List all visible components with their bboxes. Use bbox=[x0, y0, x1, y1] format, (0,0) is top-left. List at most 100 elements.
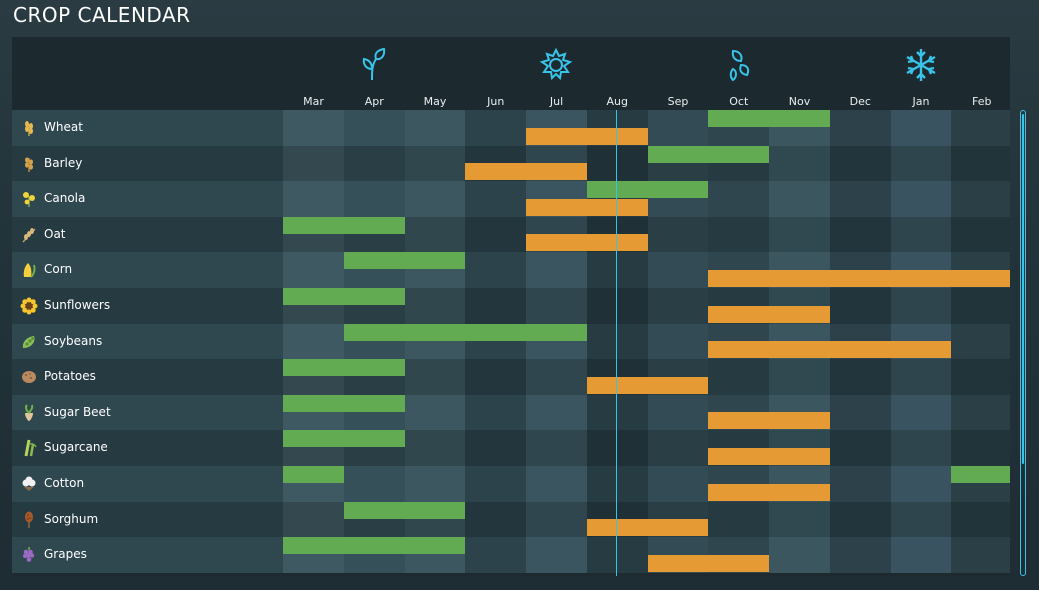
month-cell bbox=[951, 501, 1010, 538]
planting-period-bar bbox=[708, 110, 830, 127]
month-cell bbox=[647, 394, 709, 431]
potato-icon bbox=[20, 368, 38, 386]
oat-icon bbox=[20, 226, 38, 244]
month-cell bbox=[951, 394, 1010, 431]
harvest-period-bar bbox=[708, 412, 830, 430]
month-cell bbox=[404, 359, 466, 395]
month-cell bbox=[829, 181, 891, 217]
planting-period-bar bbox=[951, 466, 1010, 483]
crop-row[interactable]: Canola bbox=[12, 181, 1010, 217]
planting-period-bar bbox=[343, 252, 466, 270]
month-cell bbox=[829, 537, 891, 573]
current-date-line bbox=[616, 110, 617, 576]
crop-row[interactable]: Grapes bbox=[12, 537, 1010, 573]
crop-row[interactable]: Soybeans bbox=[12, 323, 1010, 360]
month-cell bbox=[526, 466, 587, 502]
sprout-icon bbox=[354, 47, 394, 83]
month-cell bbox=[283, 145, 344, 182]
month-cell bbox=[465, 110, 526, 146]
month-cell bbox=[586, 323, 648, 360]
month-cell bbox=[829, 466, 891, 502]
scrollbar-track[interactable] bbox=[1020, 110, 1026, 576]
month-cell bbox=[586, 252, 648, 288]
month-cell bbox=[769, 216, 830, 253]
harvest-period-bar bbox=[708, 447, 830, 465]
crop-row[interactable]: Potatoes bbox=[12, 359, 1010, 395]
harvest-period-bar bbox=[586, 376, 709, 394]
month-cell bbox=[890, 466, 952, 502]
month-cell bbox=[465, 501, 526, 538]
planting-period-bar bbox=[283, 466, 344, 483]
crop-row[interactable]: Sunflowers bbox=[12, 288, 1010, 324]
planting-period-bar bbox=[283, 216, 405, 234]
month-cell bbox=[343, 145, 405, 182]
crop-name: Wheat bbox=[44, 120, 83, 134]
crop-name: Potatoes bbox=[44, 369, 96, 384]
crop-name: Soybeans bbox=[44, 333, 103, 348]
calendar-header bbox=[12, 37, 1010, 110]
month-cell bbox=[890, 145, 952, 182]
canola-icon bbox=[20, 190, 38, 208]
scrollbar-thumb[interactable] bbox=[1022, 114, 1024, 464]
month-cell bbox=[890, 288, 952, 324]
month-cell bbox=[708, 501, 769, 538]
grapes-icon bbox=[20, 546, 38, 564]
month-cell bbox=[708, 181, 769, 217]
month-cell bbox=[465, 537, 526, 573]
month-cell bbox=[586, 537, 648, 573]
month-cell bbox=[465, 394, 526, 431]
month-cell bbox=[647, 466, 709, 502]
crop-row[interactable]: Sugarcane bbox=[12, 430, 1010, 466]
month-cell bbox=[647, 323, 709, 360]
month-cell bbox=[465, 288, 526, 324]
planting-period-bar bbox=[283, 430, 405, 448]
crop-label-cell: Cotton bbox=[12, 466, 283, 502]
harvest-period-bar bbox=[586, 519, 709, 537]
crop-label-cell: Soybeans bbox=[12, 323, 283, 360]
planting-period-bar bbox=[283, 537, 466, 555]
month-cell bbox=[890, 430, 952, 466]
month-cell bbox=[829, 216, 891, 253]
month-cell bbox=[586, 466, 648, 502]
month-cell bbox=[647, 252, 709, 288]
month-cell bbox=[404, 216, 466, 253]
month-cell bbox=[829, 110, 891, 146]
crop-rows[interactable]: Wheat Barley Canola Oat Corn Sunflowers Soybea… bbox=[12, 110, 1010, 576]
month-label: Apr bbox=[364, 95, 384, 108]
crop-row[interactable]: Cotton bbox=[12, 466, 1010, 502]
crop-row[interactable]: Oat bbox=[12, 216, 1010, 253]
harvest-period-bar bbox=[708, 341, 952, 359]
crop-name: Sugarcane bbox=[44, 440, 108, 455]
month-cell bbox=[769, 359, 830, 395]
crop-label-cell: Sorghum bbox=[12, 501, 283, 538]
month-label: Aug bbox=[606, 95, 628, 108]
month-label: Jul bbox=[549, 95, 564, 108]
month-cell bbox=[465, 252, 526, 288]
crop-row[interactable]: Barley bbox=[12, 145, 1010, 182]
planting-period-bar bbox=[283, 288, 405, 305]
month-cell bbox=[586, 430, 648, 466]
month-cell bbox=[951, 288, 1010, 324]
month-cell bbox=[465, 359, 526, 395]
harvest-period-bar bbox=[526, 234, 648, 252]
month-cell bbox=[465, 430, 526, 466]
month-cell bbox=[769, 145, 830, 182]
sorghum-icon bbox=[20, 511, 38, 529]
crop-row[interactable]: Corn bbox=[12, 252, 1010, 288]
planting-period-bar bbox=[586, 181, 709, 199]
snowflake-icon bbox=[901, 47, 941, 83]
month-cell bbox=[647, 110, 709, 146]
month-label: Oct bbox=[729, 95, 749, 108]
month-label: Jun bbox=[487, 95, 505, 108]
month-cell bbox=[890, 181, 952, 217]
crop-label-cell: Corn bbox=[12, 252, 283, 288]
month-label: May bbox=[423, 95, 447, 108]
month-cell bbox=[283, 110, 344, 146]
crop-row[interactable]: Sugar Beet bbox=[12, 394, 1010, 431]
month-cell bbox=[951, 430, 1010, 466]
crop-row[interactable]: Sorghum bbox=[12, 501, 1010, 538]
month-label: Nov bbox=[788, 95, 811, 108]
month-cell bbox=[890, 537, 952, 573]
month-cell bbox=[829, 501, 891, 538]
crop-row[interactable]: Wheat bbox=[12, 110, 1010, 146]
